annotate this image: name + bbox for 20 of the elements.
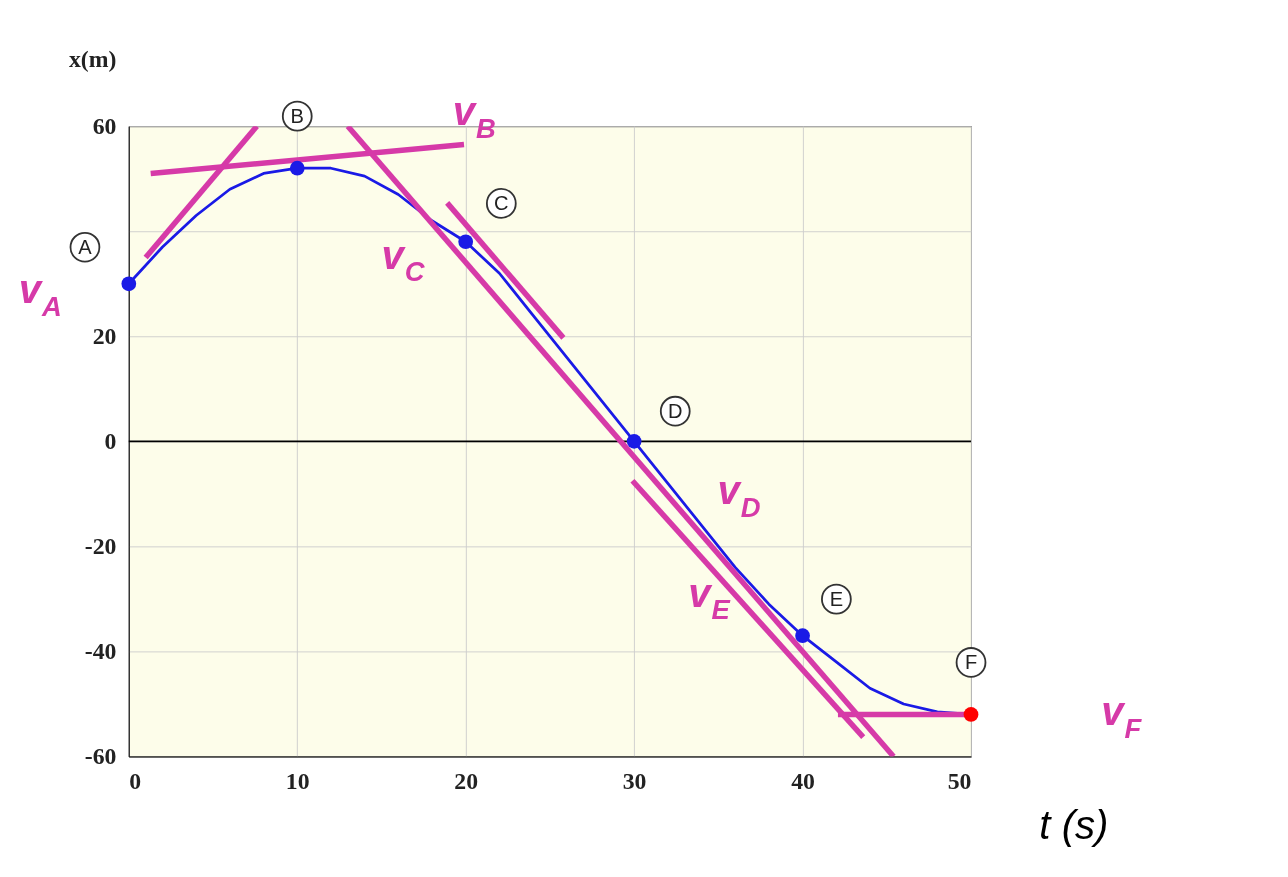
- x-tick-label: 10: [285, 767, 310, 794]
- y-tick-label: 20: [92, 323, 117, 350]
- y-tick-label: -20: [84, 533, 117, 560]
- text: B: [290, 104, 304, 127]
- y-tick-label: 60: [92, 112, 117, 139]
- annotation: C: [494, 191, 509, 214]
- x-axis-title: t (s): [1039, 803, 1109, 849]
- x-tick-label: 20: [454, 767, 479, 794]
- annotation: F: [964, 650, 978, 673]
- y-axis-title: x(m): [68, 46, 117, 73]
- annotation: E: [829, 587, 844, 610]
- x-tick-label: 0: [129, 767, 142, 794]
- y-tick-label: 0: [104, 428, 117, 455]
- y-tick-label: -60: [84, 743, 117, 770]
- x-tick-label: 40: [791, 767, 815, 794]
- text: A: [78, 235, 93, 258]
- x-tick-label: 30: [622, 767, 647, 794]
- y-tick-label: -40: [84, 638, 117, 665]
- annotation: D: [667, 399, 683, 422]
- x-tick-label: 50: [947, 767, 972, 794]
